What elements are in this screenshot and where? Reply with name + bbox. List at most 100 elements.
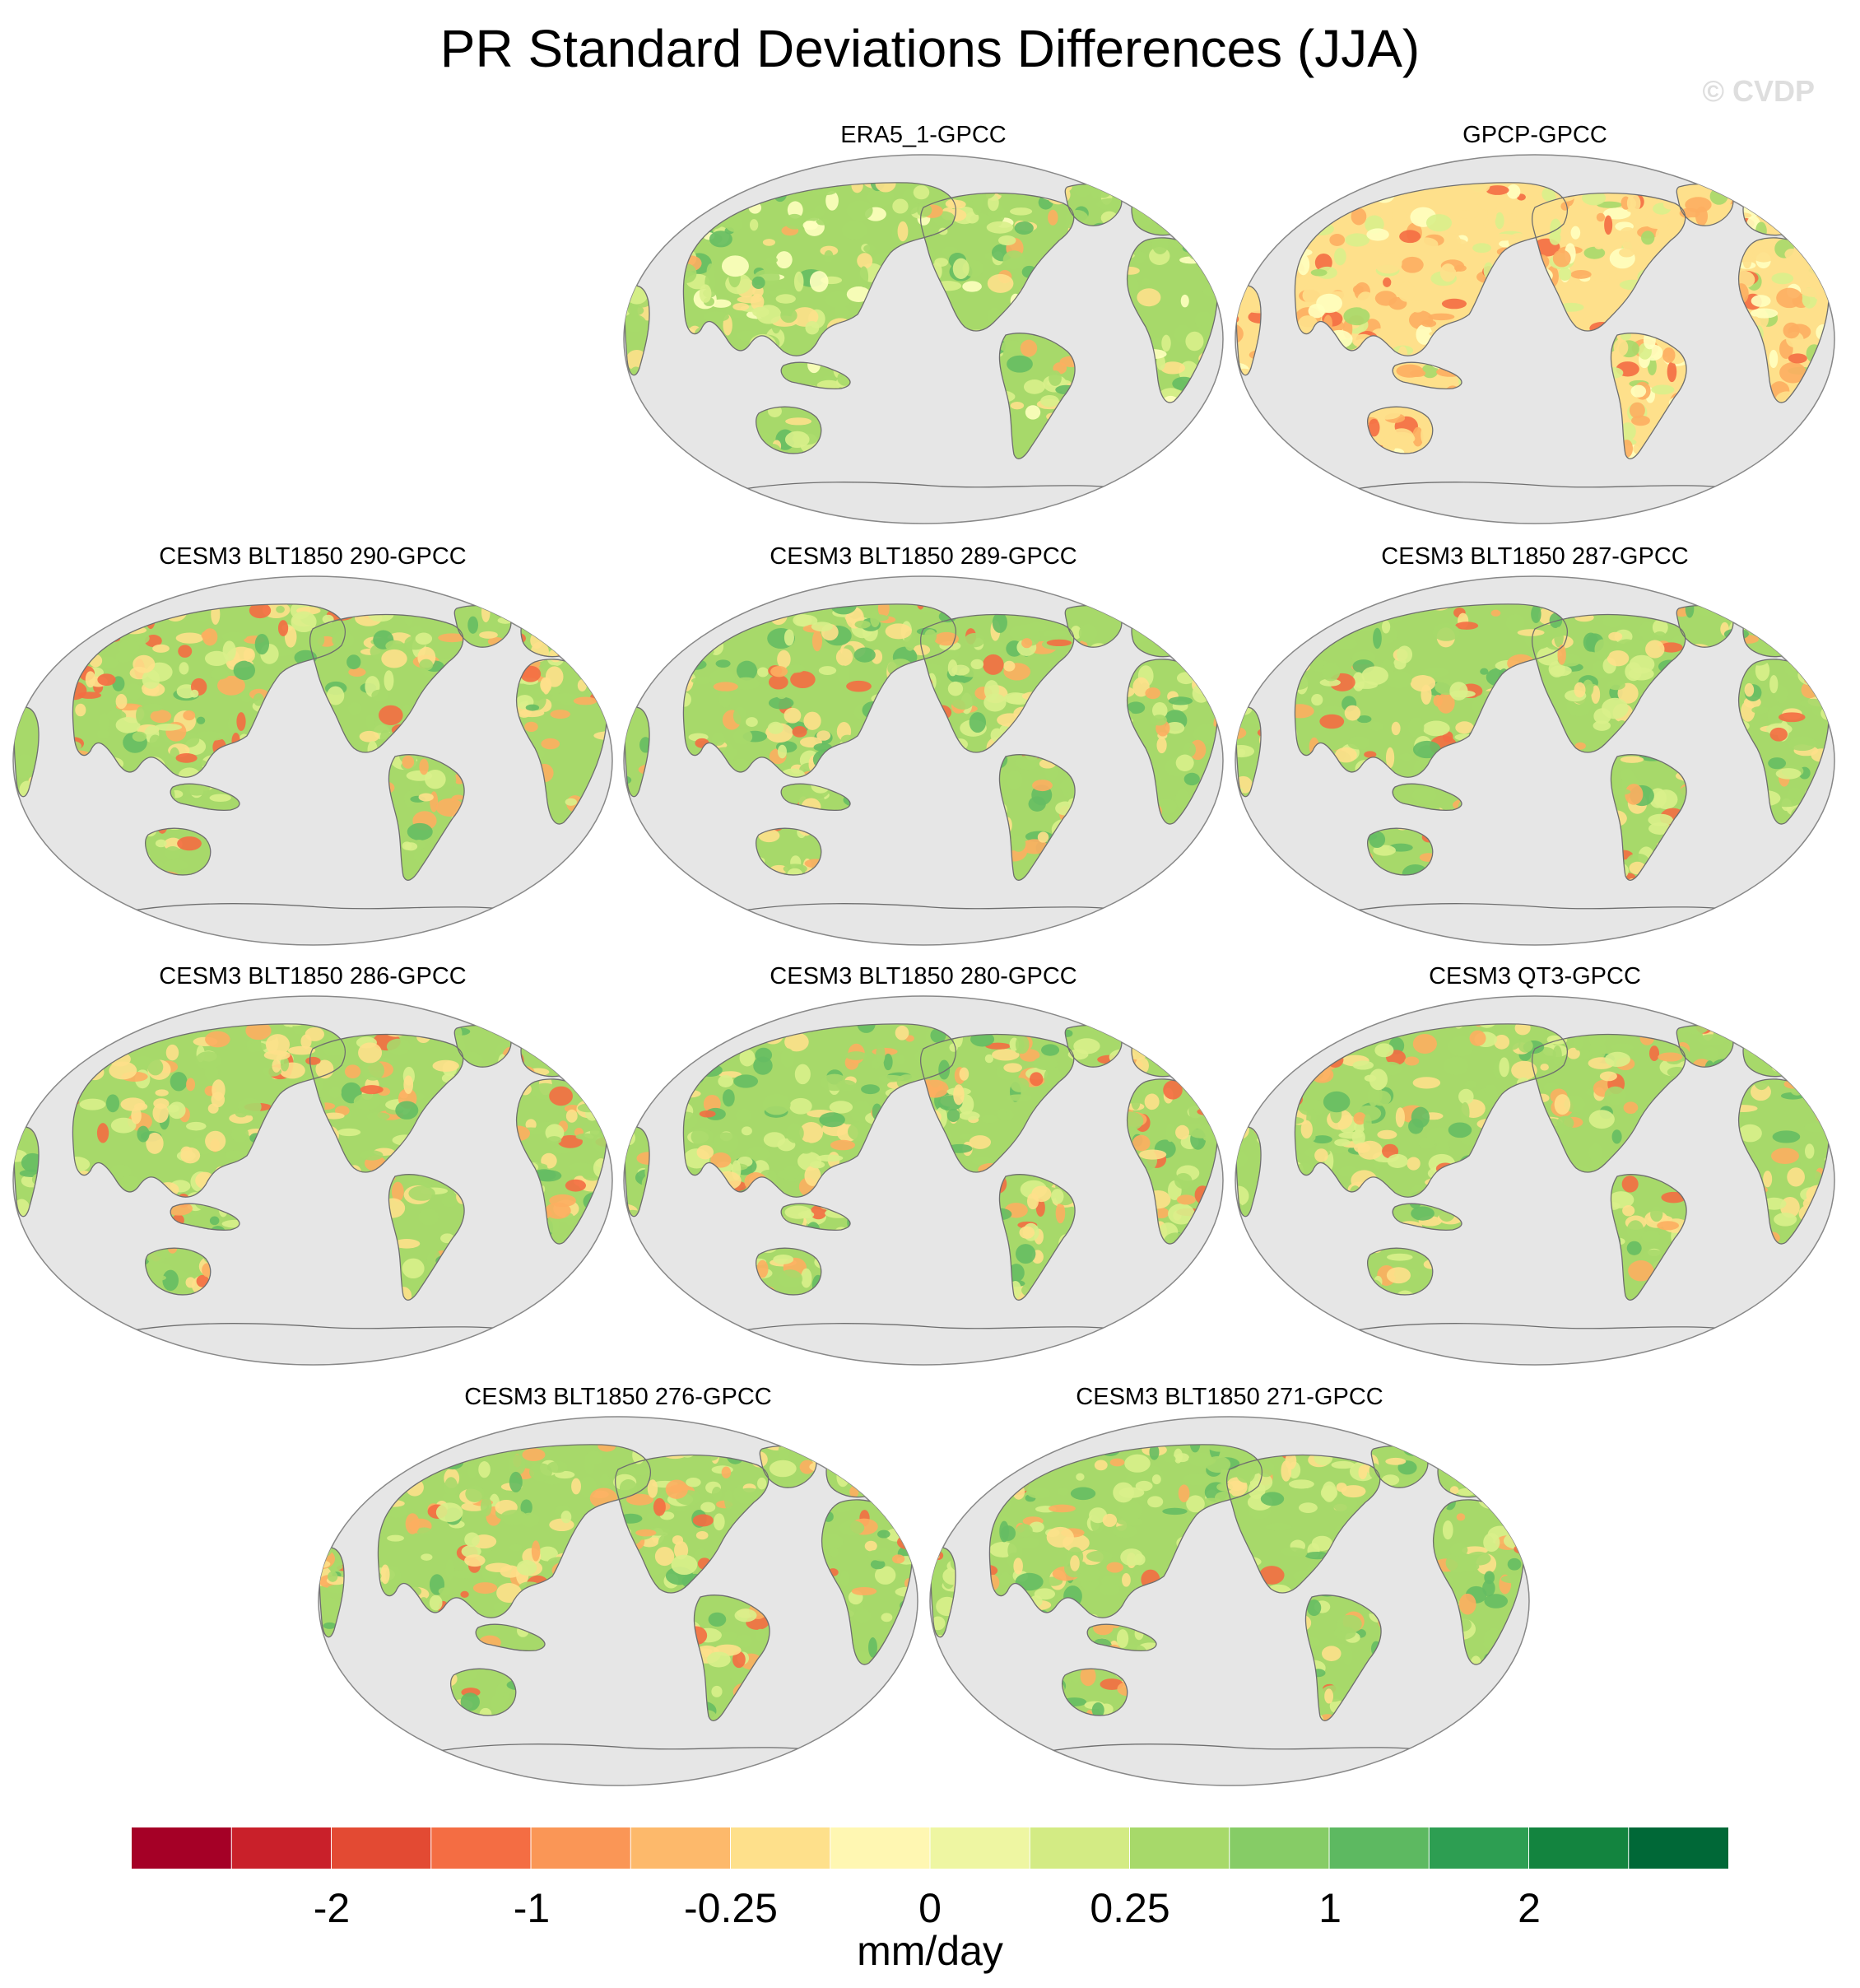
asia-europe-landmass-coastline (988, 1444, 1262, 1618)
africa-west-edge-coastline (13, 706, 40, 798)
map-panel: CESM3 BLT1850 276-GPCC (314, 1382, 923, 1790)
world-map (12, 995, 613, 1366)
africa-fill (821, 1499, 913, 1665)
australia-coastline (1366, 1247, 1434, 1296)
antarctica-coast-coastline (717, 903, 1130, 916)
north-america-coastline (615, 1454, 770, 1594)
colorbar-segment (1030, 1827, 1130, 1869)
south-america-coastline (1610, 333, 1687, 459)
map-panel: GPCP-GPCC (1230, 120, 1839, 528)
southeast-asia-islands-coastline (780, 783, 851, 812)
world-map (12, 575, 613, 946)
asia-europe-landmass-coastline (682, 603, 956, 778)
asia-europe-landmass-coastline (1294, 1023, 1568, 1198)
south-america-coastline (1304, 1595, 1382, 1721)
antarctica-coast-coastline (717, 1323, 1130, 1336)
map-panel: CESM3 BLT1850 286-GPCC (8, 961, 617, 1370)
colorbar-segment (730, 1827, 831, 1869)
world-map (929, 1416, 1530, 1786)
africa-west-edge-coastline (624, 706, 650, 798)
asia-europe-landmass-coastline (1294, 603, 1568, 778)
colorbar-segment (1229, 1827, 1330, 1869)
colorbar-segment (430, 1827, 532, 1869)
colorbar-segment (630, 1827, 731, 1869)
panel-title: CESM3 QT3-GPCC (1429, 963, 1641, 989)
australia-coastline (1366, 406, 1434, 454)
colorbar-tick-label: -2 (313, 1885, 351, 1931)
asia-europe-landmass-coastline (1294, 182, 1568, 356)
africa-west-edge-coastline (319, 1547, 345, 1638)
colorbar-segment (830, 1827, 931, 1869)
southeast-asia-islands-coastline (1392, 783, 1462, 812)
panel-title: CESM3 BLT1850 280-GPCC (770, 963, 1077, 989)
antarctica-coast-coastline (106, 903, 519, 916)
africa-fill (1127, 237, 1218, 403)
colorbar-segment (930, 1827, 1030, 1869)
south-america-coastline (1610, 1174, 1687, 1301)
asia-europe-landmass-coastline (682, 1023, 956, 1198)
antarctica-coast-coastline (106, 1323, 519, 1336)
panel-title: CESM3 BLT1850 289-GPCC (770, 543, 1077, 570)
australia-coastline (144, 1247, 212, 1296)
africa-west-edge-coastline (1235, 1126, 1262, 1217)
southeast-asia-islands-coastline (475, 1623, 546, 1652)
north-america-coastline (1226, 1454, 1381, 1594)
australia-coastline (755, 1247, 822, 1296)
colorbar-segment (1429, 1827, 1529, 1869)
africa-west-edge-coastline (1235, 285, 1262, 376)
map-panel: CESM3 BLT1850 287-GPCC (1230, 542, 1839, 950)
north-america-coastline (920, 1033, 1075, 1173)
panel-title: GPCP-GPCC (1462, 122, 1607, 148)
world-map (623, 995, 1224, 1366)
antarctica-coast-coastline (1328, 903, 1741, 916)
south-america-coastline (693, 1595, 770, 1721)
north-america-coastline (1532, 613, 1686, 753)
asia-europe-landmass-coastline (72, 603, 346, 778)
colorbar-tick-label: -1 (513, 1885, 551, 1931)
panel-title: CESM3 BLT1850 276-GPCC (464, 1384, 772, 1410)
world-map (623, 154, 1224, 524)
panel-title: ERA5_1-GPCC (840, 122, 1007, 148)
world-map (1235, 154, 1835, 524)
world-map (318, 1416, 918, 1786)
colorbar-tick-label: 2 (1518, 1885, 1541, 1931)
antarctica-coast-coastline (717, 482, 1130, 495)
colorbar-segment (1329, 1827, 1430, 1869)
antarctica-coast-coastline (1328, 1323, 1741, 1336)
south-america-coastline (998, 754, 1076, 881)
colorbar-segment (531, 1827, 631, 1869)
north-america-coastline (920, 613, 1075, 753)
asia-europe-landmass-coastline (72, 1023, 346, 1198)
south-america-coastline (388, 754, 465, 881)
world-map (1235, 995, 1835, 1366)
north-america-coastline (920, 192, 1075, 332)
watermark: © CVDP (1702, 74, 1815, 108)
africa-west-edge-coastline (930, 1547, 956, 1638)
world-map (623, 575, 1224, 946)
panel-title: CESM3 BLT1850 286-GPCC (159, 963, 467, 989)
colorbar-segment (1129, 1827, 1230, 1869)
south-america-coastline (998, 1174, 1076, 1301)
southeast-asia-islands-coastline (1392, 1203, 1462, 1231)
map-panel: CESM3 BLT1850 290-GPCC (8, 542, 617, 950)
southeast-asia-islands-coastline (1392, 361, 1462, 390)
australia-coastline (1061, 1668, 1128, 1716)
colorbar-tick-label: 1 (1318, 1885, 1342, 1931)
colorbar-segment (331, 1827, 432, 1869)
southeast-asia-islands-coastline (1086, 1623, 1157, 1652)
southeast-asia-islands-coastline (170, 783, 240, 812)
colorbar-units: mm/day (857, 1928, 1003, 1974)
panel-title: CESM3 BLT1850 271-GPCC (1076, 1384, 1383, 1410)
australia-coastline (755, 406, 822, 454)
map-panel: ERA5_1-GPCC (619, 120, 1228, 528)
north-america-coastline (309, 613, 464, 753)
panel-title: CESM3 BLT1850 290-GPCC (159, 543, 467, 570)
map-panel: CESM3 BLT1850 271-GPCC (925, 1382, 1534, 1790)
colorbar-segment (1628, 1827, 1728, 1869)
southeast-asia-islands-coastline (170, 1203, 240, 1231)
africa-west-edge-coastline (13, 1126, 40, 1217)
south-america-coastline (998, 333, 1076, 459)
map-panel: CESM3 BLT1850 280-GPCC (619, 961, 1228, 1370)
panel-title: CESM3 BLT1850 287-GPCC (1381, 543, 1689, 570)
australia-coastline (1366, 827, 1434, 876)
